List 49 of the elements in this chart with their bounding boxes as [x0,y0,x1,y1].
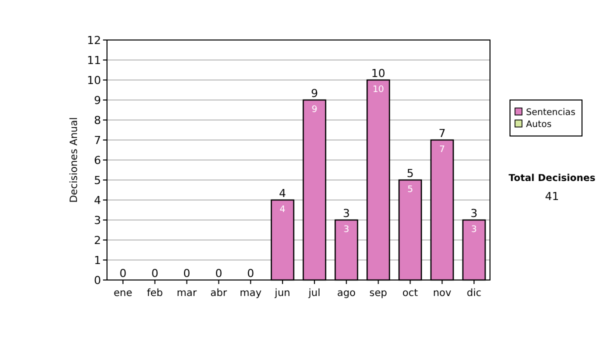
x-tick-label: nov [432,288,452,299]
total-label: 4 [279,187,286,200]
total-label: 10 [371,67,386,80]
y-tick-label: 8 [94,114,101,127]
x-tick-label: feb [146,288,163,299]
x-tick-label: oct [402,288,418,299]
y-axis-title: Decisiones Anual [69,117,80,203]
total-label: 0 [151,267,158,280]
y-tick-label: 12 [87,34,101,47]
y-tick-label: 7 [94,134,101,147]
total-label: 7 [438,127,446,140]
x-tick-label: sep [369,288,388,299]
total-label: 0 [119,267,126,280]
data-label: 10 [372,85,384,95]
total-label: 0 [247,267,254,280]
data-label: 3 [344,225,350,235]
y-tick-label: 9 [94,94,101,107]
x-tick-label: ene [114,288,132,299]
data-label: 3 [471,225,477,235]
total-label: 0 [215,267,222,280]
legend-label: Autos [526,120,552,130]
total-label: 0 [183,267,190,280]
data-label: 7 [439,145,445,155]
data-label: 9 [312,105,318,115]
y-tick-label: 2 [94,234,101,247]
data-label: 4 [280,205,286,215]
x-tick-label: dic [466,288,482,299]
x-tick-label: jul [308,288,320,299]
y-tick-label: 0 [94,274,101,287]
y-tick-label: 4 [94,194,101,207]
total-label: 9 [310,87,318,100]
x-tick-label: jun [274,288,290,299]
legend-label: Sentencias [526,108,576,118]
total-label: 5 [406,167,414,180]
x-tick-label: abr [210,288,228,299]
data-label: 5 [407,185,414,195]
x-tick-label: ago [337,288,356,299]
y-tick-label: 3 [94,214,101,227]
y-tick-label: 5 [94,174,101,187]
y-tick-label: 6 [94,154,101,167]
x-tick-label: mar [176,288,198,299]
text: 41 [545,190,559,203]
x-tick-label: may [240,288,262,299]
y-tick-label: 10 [87,74,101,87]
y-tick-label: 1 [94,254,101,267]
text: Total Decisiones [508,173,596,184]
total-label: 3 [470,207,478,220]
y-tick-label: 11 [87,54,101,67]
total-label: 3 [342,207,350,220]
